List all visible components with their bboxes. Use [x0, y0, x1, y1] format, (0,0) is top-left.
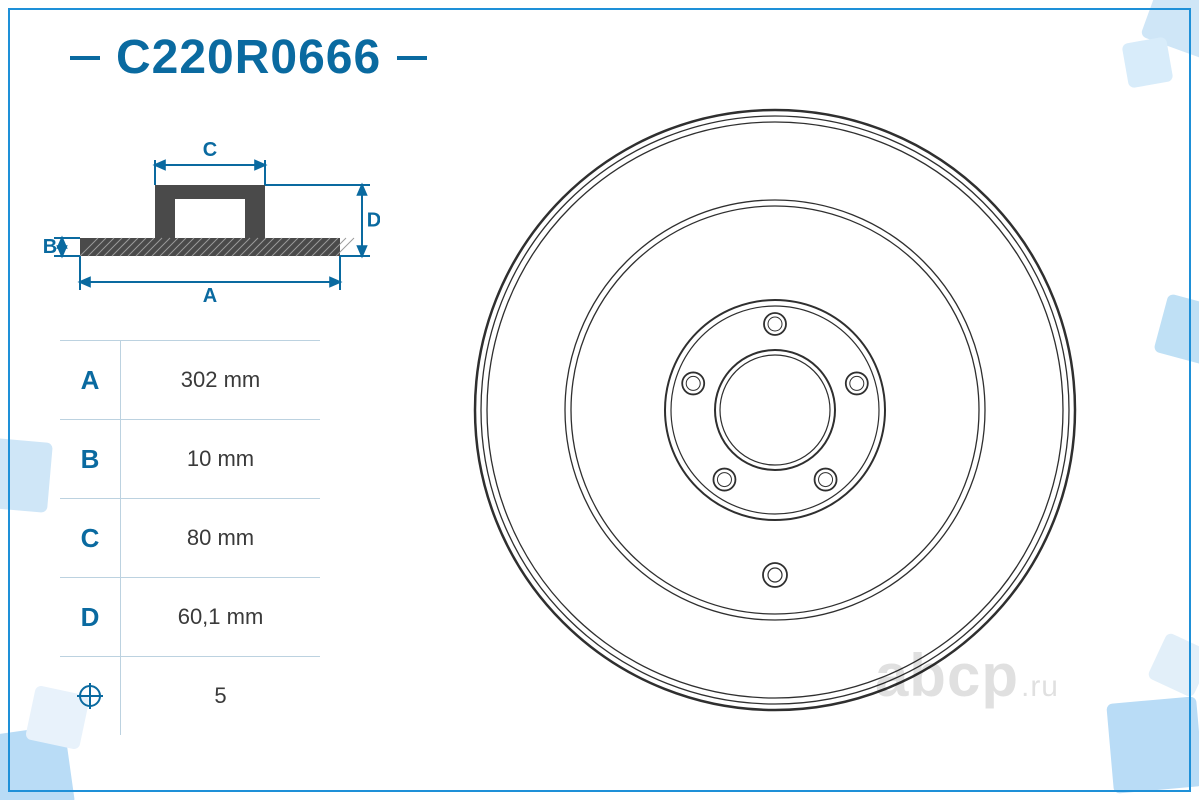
- title-dash-right: [397, 56, 427, 60]
- spec-value: 5: [121, 683, 320, 709]
- title-dash-left: [70, 56, 100, 60]
- part-number-text: C220R0666: [116, 30, 381, 85]
- spec-value: 10 mm: [121, 446, 320, 472]
- spec-key: A: [60, 341, 121, 419]
- cross-section-schematic: C A B D: [40, 130, 380, 310]
- spec-row: A302 mm: [60, 340, 320, 419]
- spec-row: 5: [60, 656, 320, 735]
- spec-row: D60,1 mm: [60, 577, 320, 656]
- spec-key: B: [60, 420, 121, 498]
- watermark-main: abcp: [875, 641, 1019, 710]
- spec-value: 302 mm: [121, 367, 320, 393]
- spec-row: B10 mm: [60, 419, 320, 498]
- svg-text:C: C: [203, 139, 217, 161]
- spec-value: 80 mm: [121, 525, 320, 551]
- watermark: abcp .ru: [875, 641, 1059, 710]
- svg-text:A: A: [203, 285, 217, 307]
- spec-table: A302 mmB10 mmC80 mmD60,1 mm5: [60, 340, 320, 735]
- svg-text:B: B: [43, 236, 57, 258]
- spec-key: D: [60, 578, 121, 656]
- spec-key: C: [60, 499, 121, 577]
- svg-text:D: D: [367, 210, 380, 232]
- disc-drawing: [430, 90, 1120, 730]
- spec-row: C80 mm: [60, 498, 320, 577]
- spec-value: 60,1 mm: [121, 604, 320, 630]
- watermark-suffix: .ru: [1021, 670, 1059, 704]
- content-area: C220R0666 CABD A302 mmB10 mmC80 mmD60,1 …: [0, 0, 1199, 800]
- part-number-title: C220R0666: [70, 30, 427, 85]
- bolt-pattern-icon: [60, 657, 121, 735]
